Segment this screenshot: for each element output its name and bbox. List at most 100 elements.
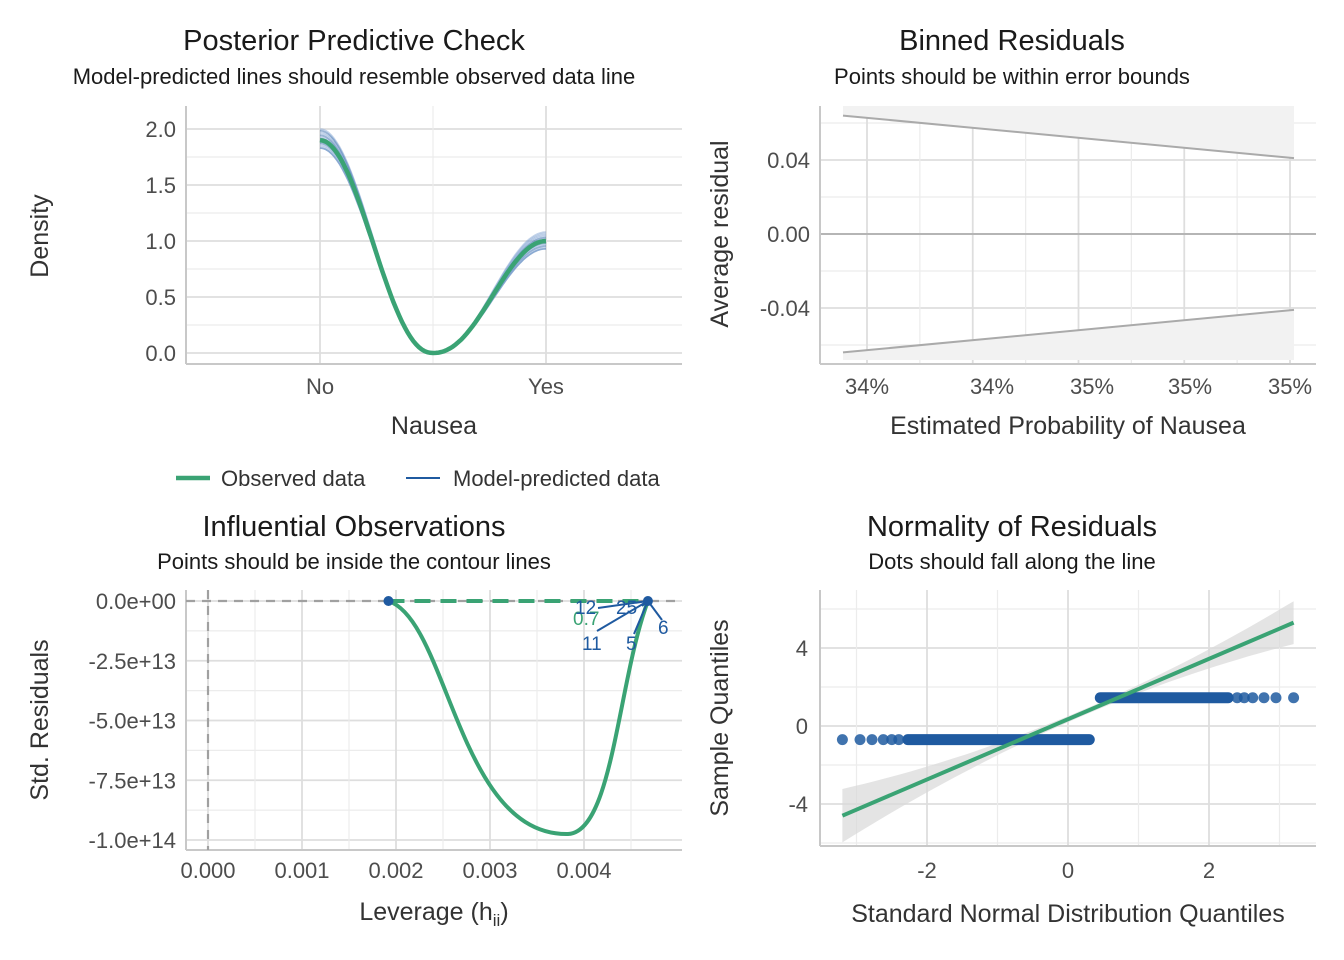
qq-subtitle: Dots should fall along the line [868,549,1155,574]
binned-lower-bound-line [842,308,1295,354]
qq-x-tick-labels: -2 0 2 [917,858,1215,883]
influential-x-tick-label: 0.004 [556,858,611,883]
qq-point [836,734,848,746]
binned-upper-ribbon [843,106,1294,159]
qq-point [1238,692,1250,704]
influential-x-tick-label: 0.001 [274,858,329,883]
ppc-legend: Observed data Model-predicted data [176,466,660,491]
influential-title: Influential Observations [202,511,505,543]
influential-point-label-12: 12 [575,598,596,619]
qq-y-tick-label: -4 [788,792,808,817]
influential-panel: Influential Observations Points should b… [26,511,682,930]
binned-y-tick-label: -0.04 [760,296,810,321]
qq-point [854,734,866,746]
influential-point-label-6: 6 [658,618,669,639]
qq-panel: Normality of Residuals Dots should fall … [706,511,1316,928]
qq-x-tick-label: -2 [917,858,937,883]
binned-y-tick-label: 0.04 [767,148,810,173]
ppc-y-axis-title: Density [26,194,54,278]
influential-x-axis-title: Leverage (hii) [359,898,508,930]
influential-label-connector [633,600,649,635]
ppc-y-tick-label: 0.5 [145,285,176,310]
ppc-panel: Posterior Predictive Check Model-predict… [26,25,682,491]
binned-panel: Binned Residuals Points should be within… [706,25,1316,440]
influential-label-connector [597,600,649,609]
binned-y-tick-labels: 0.04 0.00 -0.04 [760,148,810,321]
influential-y-axis-title: Std. Residuals [26,639,54,800]
influential-x-axis-title-main: Leverage (h [359,898,492,926]
qq-y-tick-labels: -4 0 4 [788,636,808,817]
ppc-grid [186,106,682,364]
binned-upper-bound-line [842,114,1295,160]
qq-point [893,734,905,746]
influential-smooth-line [387,599,650,837]
influential-y-tick-label: 0.0e+00 [96,589,176,614]
binned-y-tick-label: 0.00 [767,222,810,247]
qq-confidence-band [842,601,1294,843]
influential-point-label-5: 5 [626,634,637,655]
binned-title: Binned Residuals [899,25,1125,57]
influential-x-axis-title-end: ) [500,898,508,926]
influential-contour-label: 0.7 [573,609,599,630]
binned-x-tick-label: 35% [1268,374,1312,399]
binned-y-axis-title: Average residual [706,140,734,327]
qq-point [1247,692,1259,704]
qq-point [1288,692,1300,704]
ppc-x-axis-title: Nausea [391,412,477,440]
binned-x-tick-label: 34% [845,374,889,399]
influential-grid [186,590,682,850]
influential-y-tick-labels: 0.0e+00 -2.5e+13 -5.0e+13 -7.5e+13 -1.0e+14 [89,589,176,853]
influential-point-low-leverage [383,596,394,606]
qq-x-tick-label: 0 [1062,858,1074,883]
ppc-y-tick-label: 0.0 [145,341,176,366]
qq-points [836,692,1300,746]
ppc-subtitle: Model-predicted lines should resemble ob… [73,64,636,89]
ppc-y-tick-label: 2.0 [145,117,176,142]
qq-point [1258,692,1270,704]
influential-x-axis-title-sub: ii [493,911,501,930]
influential-subtitle: Points should be inside the contour line… [157,549,551,574]
ppc-x-tick-label: No [306,374,334,399]
influential-x-tick-label: 0.003 [462,858,517,883]
binned-x-tick-label: 35% [1168,374,1212,399]
qq-point-cluster-low [902,734,1095,746]
ppc-y-tick-label: 1.5 [145,173,176,198]
legend-observed-label: Observed data [221,466,366,491]
influential-x-tick-label: 0.002 [368,858,423,883]
qq-x-axis-title: Standard Normal Distribution Quantiles [851,900,1285,928]
influential-label-connector [596,600,649,632]
ppc-y-tick-labels: 0.0 0.5 1.0 1.5 2.0 [145,117,176,366]
ppc-observed-line [319,137,547,356]
qq-y-tick-label: 4 [796,636,808,661]
qq-reference-line [841,620,1295,818]
influential-point-label-11: 11 [582,634,602,655]
influential-point-high-leverage [642,596,653,606]
qq-y-axis-title: Sample Quantiles [706,619,734,816]
binned-x-tick-label: 35% [1070,374,1114,399]
influential-label-connectors [596,600,663,635]
qq-point [1270,692,1282,704]
qq-title: Normality of Residuals [867,511,1157,543]
influential-y-tick-label: -2.5e+13 [89,649,176,674]
influential-x-tick-label: 0.000 [180,858,235,883]
binned-x-tick-labels: 34% 34% 35% 35% 35% [845,374,1312,399]
ppc-x-tick-labels: No Yes [306,374,564,399]
binned-lower-ribbon [843,309,1294,360]
qq-y-tick-label: 0 [796,714,808,739]
qq-point [877,734,889,746]
influential-point-label-25: 25 [616,598,637,619]
influential-y-tick-label: -7.5e+13 [89,768,176,793]
binned-x-axis-title: Estimated Probability of Nausea [890,412,1246,440]
binned-x-tick-label: 34% [970,374,1014,399]
influential-y-tick-label: -5.0e+13 [89,709,176,734]
binned-subtitle: Points should be within error bounds [834,64,1190,89]
influential-x-tick-labels: 0.000 0.001 0.002 0.003 0.004 [180,858,611,883]
qq-point [866,734,878,746]
ppc-y-tick-label: 1.0 [145,229,176,254]
ppc-title: Posterior Predictive Check [183,25,525,57]
legend-predicted-label: Model-predicted data [453,466,660,491]
influential-y-tick-label: -1.0e+14 [89,828,176,853]
ppc-x-tick-label: Yes [528,374,564,399]
qq-x-tick-label: 2 [1203,858,1215,883]
